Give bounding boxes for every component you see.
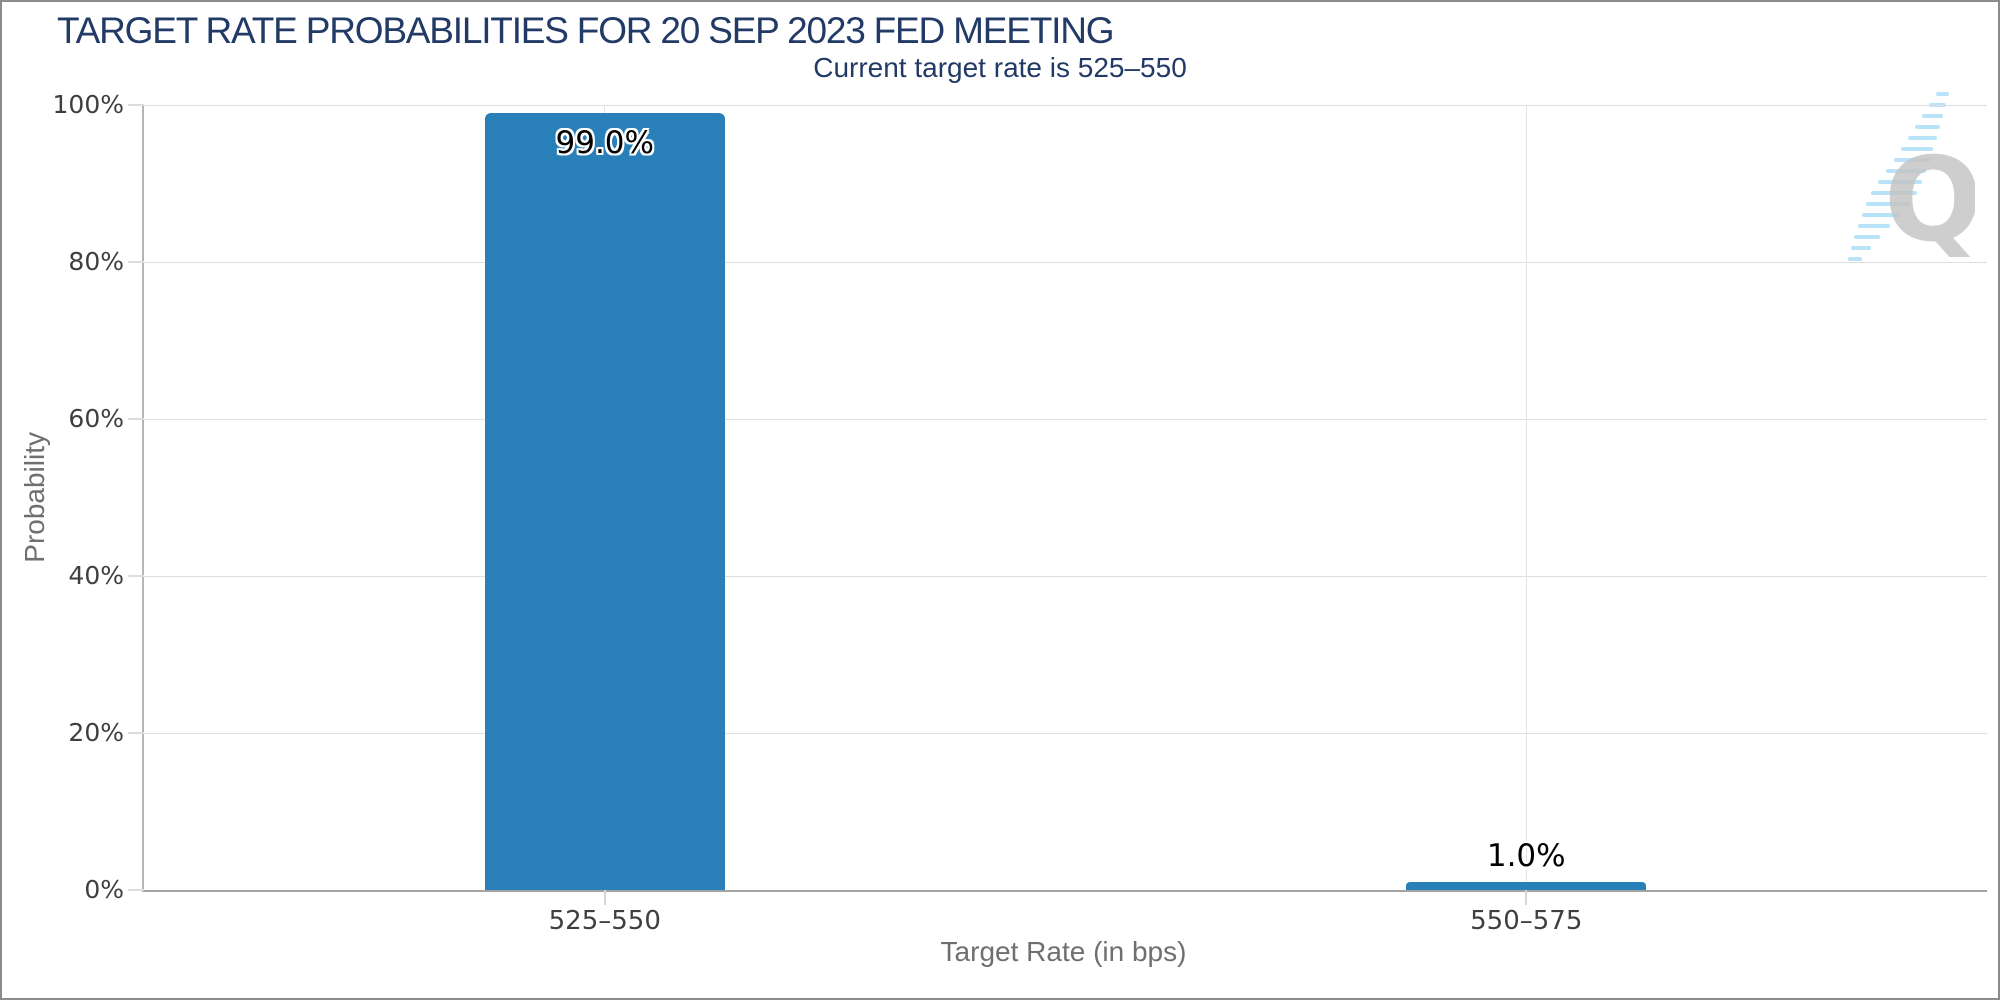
- y-gridline: [144, 261, 1987, 263]
- y-tick-mark: [128, 732, 144, 734]
- y-tick-mark: [128, 261, 144, 263]
- watermark-q-letter: Q: [1884, 133, 1975, 268]
- x-tick-mark: [1525, 890, 1528, 905]
- y-gridline: [144, 732, 1987, 734]
- bar-value-label: 1.0%: [1486, 838, 1566, 875]
- y-tick-mark: [128, 418, 144, 420]
- bar-value-label: 99.0%: [555, 124, 654, 161]
- y-gridline: [144, 575, 1987, 577]
- y-tick-label: 100%: [52, 90, 124, 119]
- y-tick-label: 80%: [68, 247, 124, 276]
- chart-title: TARGET RATE PROBABILITIES FOR 20 SEP 202…: [57, 10, 1115, 51]
- x-axis-title: Target Rate (in bps): [940, 936, 1187, 967]
- y-axis-title: Probability: [18, 105, 52, 890]
- x-tick-mark: [603, 890, 606, 905]
- bar-525–550[interactable]: [484, 112, 725, 890]
- chart-subtitle: Current target rate is 525–550: [813, 52, 1187, 83]
- category-gridline: [1525, 105, 1527, 890]
- y-tick-mark: [128, 889, 144, 891]
- y-tick-label: 40%: [68, 561, 124, 590]
- watermark-q-logo-icon: Q: [1848, 92, 1975, 268]
- y-tick-mark: [128, 575, 144, 577]
- y-tick-label: 0%: [84, 875, 124, 904]
- x-tick-label: 525–550: [548, 906, 661, 936]
- y-tick-label: 60%: [68, 404, 124, 433]
- y-axis-title-text: Probability: [19, 432, 50, 563]
- y-tick-mark: [128, 104, 144, 106]
- x-tick-label: 550–575: [1470, 906, 1583, 936]
- y-gridline: [144, 418, 1987, 420]
- y-tick-label: 20%: [68, 718, 124, 747]
- y-gridline: [144, 104, 1987, 106]
- plot-area: 0% 20% 40% 60% 80% 100% 99.0% 525–550 1.0% 550–57…: [53, 91, 1987, 936]
- bar-550–575[interactable]: [1406, 882, 1647, 890]
